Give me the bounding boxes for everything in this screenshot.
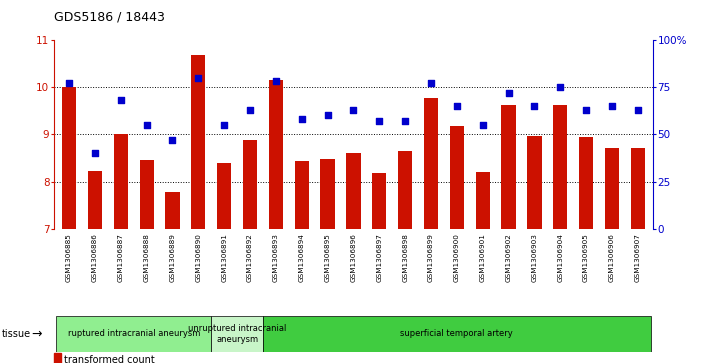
Text: GDS5186 / 18443: GDS5186 / 18443 [54,11,164,24]
Text: GSM1306894: GSM1306894 [298,233,305,282]
Bar [54,354,61,363]
Text: GSM1306890: GSM1306890 [196,233,201,282]
Text: superficial temporal artery: superficial temporal artery [401,330,513,338]
Point [451,103,463,109]
Text: GSM1306906: GSM1306906 [609,233,615,282]
Bar [476,172,490,229]
Bar [346,153,361,229]
Point [606,103,618,109]
Point [322,113,333,118]
Bar [398,151,412,229]
Bar [321,159,335,229]
Text: GSM1306904: GSM1306904 [557,233,563,282]
Point [270,78,281,84]
Text: GSM1306887: GSM1306887 [118,233,124,282]
Point [167,137,178,143]
Text: ruptured intracranial aneurysm: ruptured intracranial aneurysm [68,330,200,338]
Point [296,116,308,122]
Point [348,107,359,113]
Text: transformed count: transformed count [64,355,155,363]
Text: GSM1306907: GSM1306907 [635,233,640,282]
Bar [372,174,386,229]
Text: GSM1306901: GSM1306901 [480,233,486,282]
Bar [114,134,128,229]
Point [218,122,230,128]
Bar [211,316,263,352]
Bar [450,126,464,229]
Text: GSM1306889: GSM1306889 [169,233,176,282]
Point [115,97,126,103]
Text: GSM1306893: GSM1306893 [273,233,279,282]
Text: GSM1306903: GSM1306903 [531,233,538,282]
Bar [424,98,438,229]
Bar [88,171,102,229]
Point [64,81,75,86]
Bar [263,316,650,352]
Text: GSM1306888: GSM1306888 [144,233,150,282]
Text: GSM1306895: GSM1306895 [325,233,331,282]
Bar [527,136,541,229]
Point [528,103,540,109]
Point [399,118,411,124]
Bar [295,161,309,229]
Point [632,107,643,113]
Text: unruptured intracranial
aneurysm: unruptured intracranial aneurysm [188,324,286,344]
Point [373,118,385,124]
Bar [139,160,154,229]
Bar [605,148,619,229]
Point [555,84,566,90]
Point [141,122,152,128]
Text: →: → [31,327,42,340]
Text: GSM1306905: GSM1306905 [583,233,589,282]
Text: GSM1306886: GSM1306886 [92,233,98,282]
Bar [191,55,206,229]
Text: GSM1306897: GSM1306897 [376,233,382,282]
Text: GSM1306892: GSM1306892 [247,233,253,282]
Bar [166,192,180,229]
Point [477,122,488,128]
Bar [553,105,568,229]
Bar [501,105,516,229]
Text: GSM1306900: GSM1306900 [454,233,460,282]
Bar [56,316,211,352]
Point [89,150,101,156]
Text: GSM1306885: GSM1306885 [66,233,72,282]
Text: GSM1306899: GSM1306899 [428,233,434,282]
Bar [62,87,76,229]
Bar [630,148,645,229]
Point [244,107,256,113]
Point [193,75,204,81]
Point [426,81,437,86]
Bar [579,137,593,229]
Bar [243,140,257,229]
Text: tissue: tissue [1,329,31,339]
Text: GSM1306896: GSM1306896 [351,233,356,282]
Text: GSM1306891: GSM1306891 [221,233,227,282]
Point [580,107,592,113]
Bar [268,80,283,229]
Bar [217,163,231,229]
Text: GSM1306898: GSM1306898 [402,233,408,282]
Point [503,90,514,96]
Text: GSM1306902: GSM1306902 [506,233,511,282]
